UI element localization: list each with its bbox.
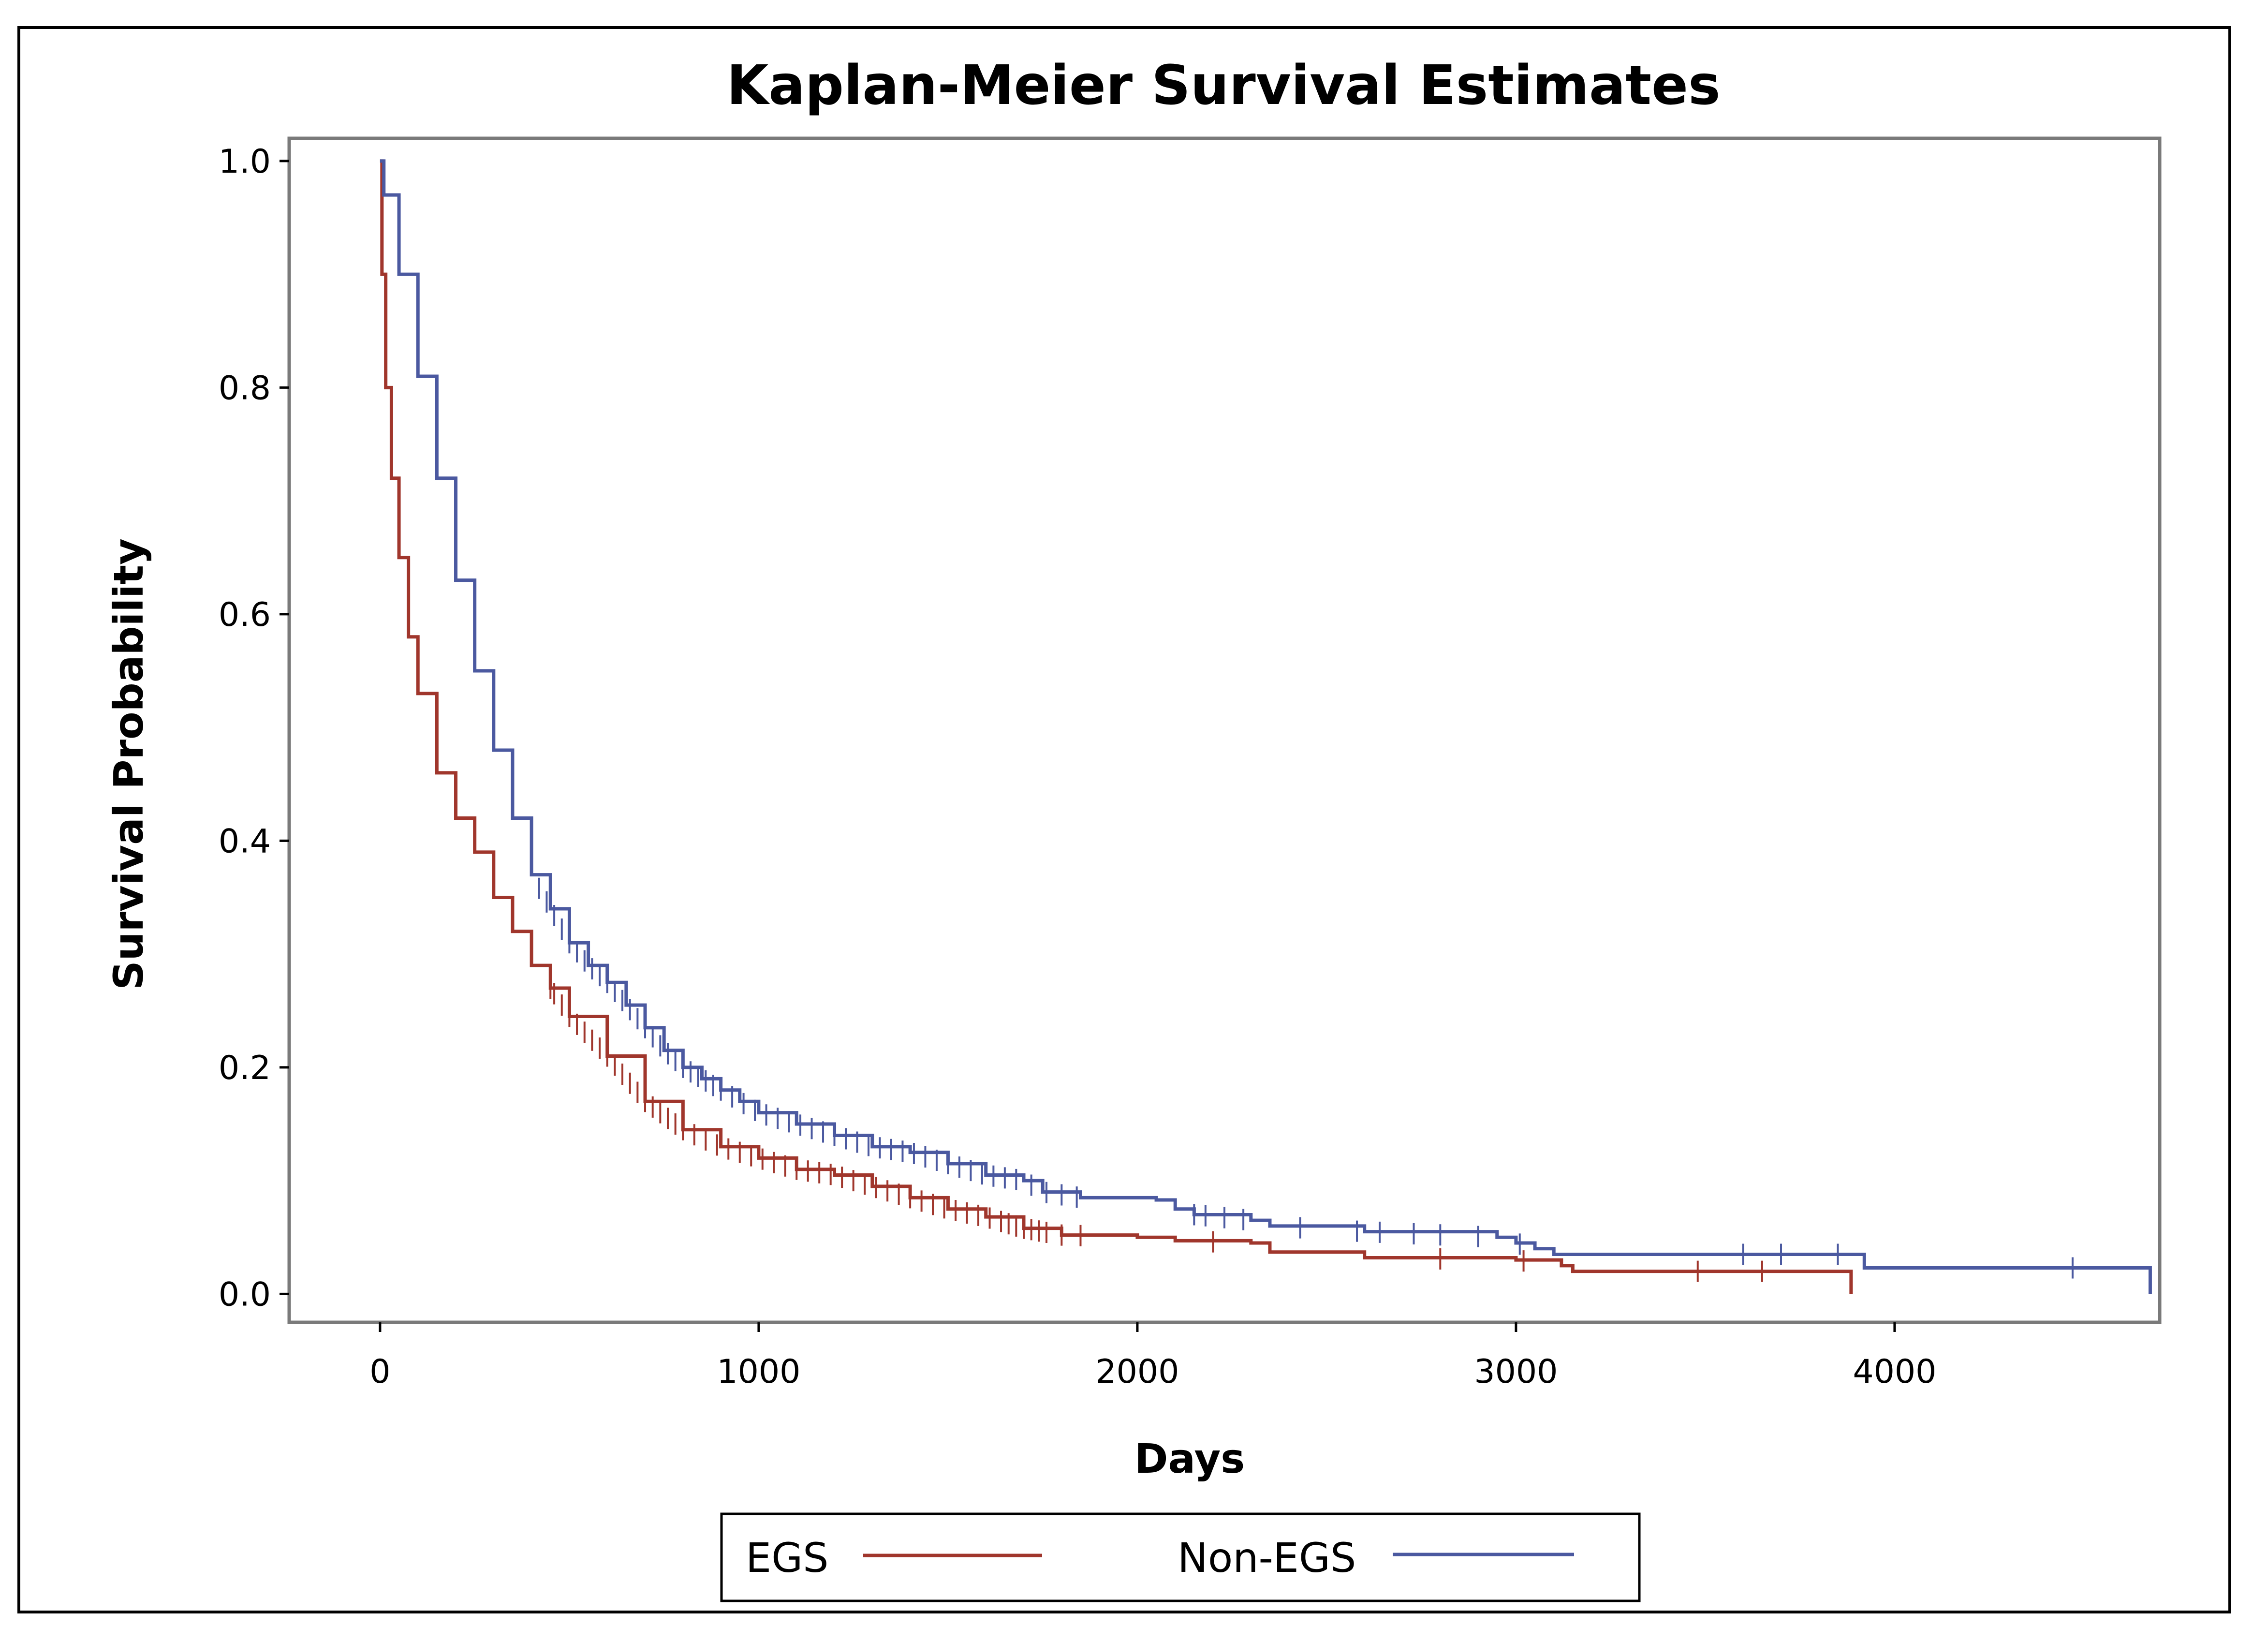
legend-label-egs: EGS (746, 1534, 829, 1582)
y-tick-label: 0.4 (219, 822, 271, 860)
y-tick-label: 0.2 (219, 1049, 271, 1087)
y-tick-label: 1.0 (219, 143, 271, 181)
y-tick-label: 0.0 (219, 1275, 271, 1314)
x-tick-label: 0 (369, 1353, 390, 1391)
series-non-egs (380, 159, 2152, 1294)
y-axis: 0.0 0.2 0.4 0.6 0.8 1.0 (219, 143, 289, 1314)
legend: EGS Non-EGS (720, 1512, 1641, 1602)
survival-curve-egs (380, 159, 1853, 1294)
y-axis-title: Survival Probability (105, 538, 152, 990)
y-tick-label: 0.6 (219, 596, 271, 634)
survival-curve-non-egs (380, 159, 2152, 1294)
series-layer (380, 159, 2152, 1294)
x-axis-title: Days (1134, 1435, 1245, 1482)
y-tick-label: 0.8 (219, 369, 271, 407)
x-tick-label: 2000 (1095, 1353, 1179, 1391)
x-tick-label: 1000 (717, 1353, 800, 1391)
x-axis: 0 1000 2000 3000 4000 (369, 1322, 1936, 1391)
legend-label-non-egs: Non-EGS (1178, 1534, 1356, 1582)
plot-area (287, 136, 2162, 1324)
x-tick-label: 4000 (1853, 1353, 1936, 1391)
legend-box (720, 1512, 1641, 1602)
chart-title: Kaplan-Meier Survival Estimates (726, 54, 1720, 117)
series-egs (380, 159, 1853, 1294)
x-tick-label: 3000 (1474, 1353, 1558, 1391)
